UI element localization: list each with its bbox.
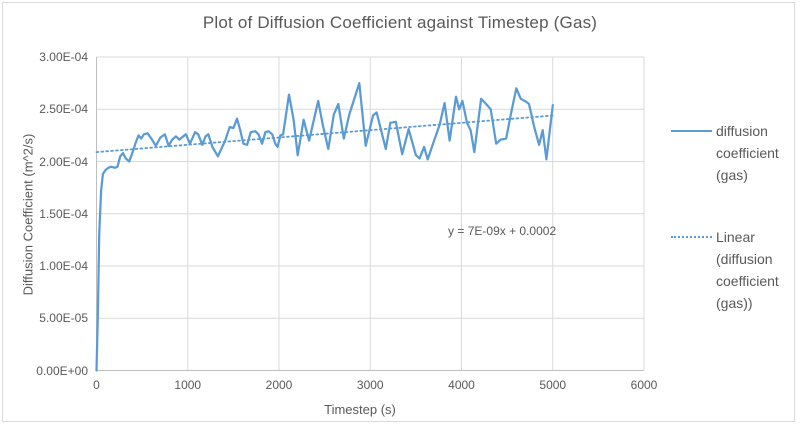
x-tick-label[interactable]: 4000 <box>448 378 475 392</box>
chart-title[interactable]: Plot of Diffusion Coefficient against Ti… <box>202 13 598 32</box>
trendline-equation-label[interactable]: y = 7E-09x + 0.0002 <box>448 224 557 239</box>
x-tick-label[interactable]: 6000 <box>630 378 658 392</box>
x-axis-title[interactable]: Timestep (s) <box>324 402 396 417</box>
y-tick-label[interactable]: 1.50E-04 <box>39 206 88 221</box>
x-tick-label[interactable]: 5000 <box>539 378 567 392</box>
series-line-diffusion-coefficient[interactable] <box>95 81 554 372</box>
legend: diffusion coefficient (gas) Linear (diff… <box>671 0 797 430</box>
gridlines <box>96 56 645 371</box>
y-tick-label[interactable]: 5.00E-05 <box>39 311 88 326</box>
legend-label: diffusion coefficient (gas) <box>716 123 779 183</box>
y-tick-label[interactable]: 3.00E-04 <box>39 50 88 64</box>
legend-solid-line-icon <box>671 130 712 132</box>
x-tick-label[interactable]: 0 <box>93 378 100 392</box>
legend-label: Linear (diffusion coefficient (gas)) <box>716 229 779 311</box>
x-tick-label[interactable]: 1000 <box>174 378 202 392</box>
legend-entry-diffusion-coefficient[interactable]: diffusion coefficient (gas) <box>671 120 796 186</box>
y-tick-label[interactable]: 2.00E-04 <box>39 154 88 169</box>
chart-area-border <box>2 2 795 422</box>
y-tick-label[interactable]: 2.50E-04 <box>39 102 88 117</box>
legend-entry-linear-trendline[interactable]: Linear (diffusion coefficient (gas)) <box>671 226 796 314</box>
y-tick-label[interactable]: 0.00E+00 <box>36 363 88 378</box>
x-tick-label[interactable]: 2000 <box>265 378 293 392</box>
trendline-linear-dotted[interactable] <box>95 114 554 153</box>
y-tick-label[interactable]: 1.00E-04 <box>39 259 88 273</box>
axis-lines <box>96 57 644 371</box>
x-tick-label[interactable]: 3000 <box>356 378 384 392</box>
legend-dotted-line-icon <box>671 236 712 238</box>
y-axis-title[interactable]: Diffusion Coefficient (m^2/s) <box>20 133 36 296</box>
